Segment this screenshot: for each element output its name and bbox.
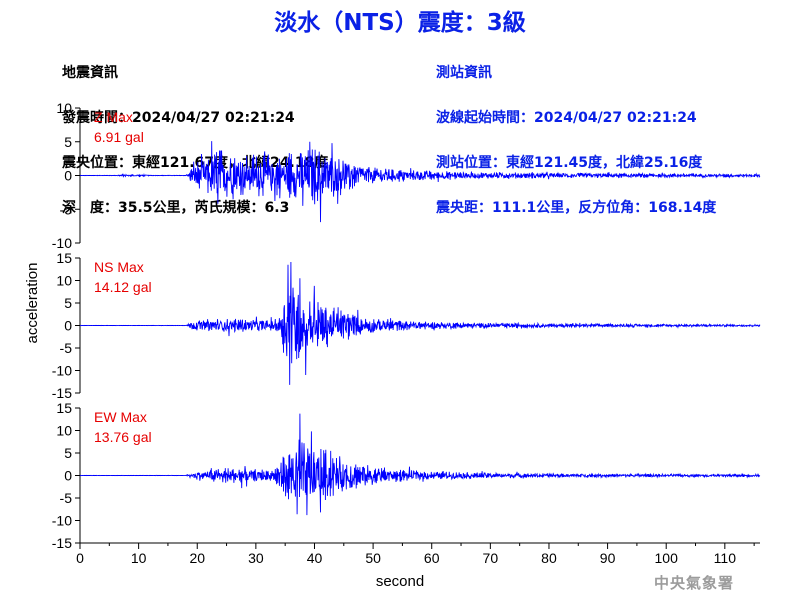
y-tick-label: -10 (52, 363, 72, 379)
x-tick-label: 0 (76, 550, 84, 566)
panel-z: 10 5 0 -5 -10 Z Max 6.91 gal (52, 100, 761, 251)
y-tick-label: 15 (56, 250, 72, 266)
y-tick-label: 15 (56, 400, 72, 416)
station-info: 測站資訊 波線起始時間：2024/04/27 02:21:24 測站位置：東經1… (436, 36, 716, 231)
distance-azimuth: 震央距：111.1公里，反方位角：168.14度 (436, 200, 717, 216)
y-tick-label: 5 (64, 134, 72, 150)
y-tick-label: 0 (64, 468, 72, 484)
max-value: 13.76 gal (94, 429, 152, 445)
x-tick-label: 70 (483, 550, 499, 566)
y-tick-label: -15 (52, 535, 72, 551)
y-tick-label: 10 (56, 423, 72, 439)
y-tick-label: 10 (56, 100, 72, 116)
x-tick-label: 60 (424, 550, 440, 566)
epicenter: 震央位置：東經121.67度，北緯24.18度 (62, 155, 329, 171)
x-tick-label: 20 (189, 550, 205, 566)
x-tick-label: 40 (307, 550, 323, 566)
earthquake-info-heading: 地震資訊 (62, 65, 118, 81)
page-title: 淡水（NTS）震度：3級 (274, 10, 526, 36)
x-tick-label: 10 (131, 550, 147, 566)
origin-time: 發震時間：2024/04/27 02:21:24 (62, 110, 295, 126)
y-tick-label: -10 (52, 513, 72, 529)
y-tick-label: -15 (52, 385, 72, 401)
y-tick-label: 5 (64, 295, 72, 311)
station-location: 測站位置：東經121.45度，北緯25.16度 (436, 155, 703, 171)
max-value: 14.12 gal (94, 279, 152, 295)
y-tick-label: 0 (64, 318, 72, 334)
earthquake-info: 地震資訊 發震時間：2024/04/27 02:21:24 震央位置：東經121… (62, 36, 328, 231)
trace-line (79, 141, 761, 223)
trace-line (79, 413, 761, 516)
x-tick-label: 110 (714, 550, 737, 566)
max-label: EW Max (94, 409, 147, 425)
y-tick-label: -5 (60, 201, 73, 217)
x-tick-label: 30 (248, 550, 264, 566)
y-tick-label: -5 (60, 340, 73, 356)
y-tick-label: 5 (64, 445, 72, 461)
x-tick-label: 50 (365, 550, 381, 566)
wave-start-time: 波線起始時間：2024/04/27 02:21:24 (436, 110, 697, 126)
y-tick-label: 10 (56, 273, 72, 289)
x-tick-label: 80 (541, 550, 557, 566)
x-axis-label: second (376, 573, 424, 590)
y-axis-label: acceleration (24, 263, 41, 344)
panel-ew: 15 10 5 0 -5 -10 -15 EW Max 13.76 gal (52, 400, 761, 551)
agency-logo: 中央氣象署 (654, 574, 735, 592)
y-tick-label: -5 (60, 490, 73, 506)
panel-ns: 15 10 5 0 -5 -10 -15 NS Max 14.12 gal (52, 250, 761, 401)
y-tick-label: 0 (64, 168, 72, 184)
station-info-heading: 測站資訊 (436, 65, 492, 81)
trace-line (79, 261, 761, 385)
depth-magnitude: 深 度：35.5公里，芮氏規模：6.3 (62, 200, 290, 216)
x-tick-label: 90 (600, 550, 616, 566)
x-tick-label: 100 (655, 550, 679, 566)
max-value: 6.91 gal (94, 129, 144, 145)
max-label: NS Max (94, 259, 144, 275)
max-label: Z Max (94, 109, 133, 125)
y-tick-label: -10 (52, 235, 72, 251)
